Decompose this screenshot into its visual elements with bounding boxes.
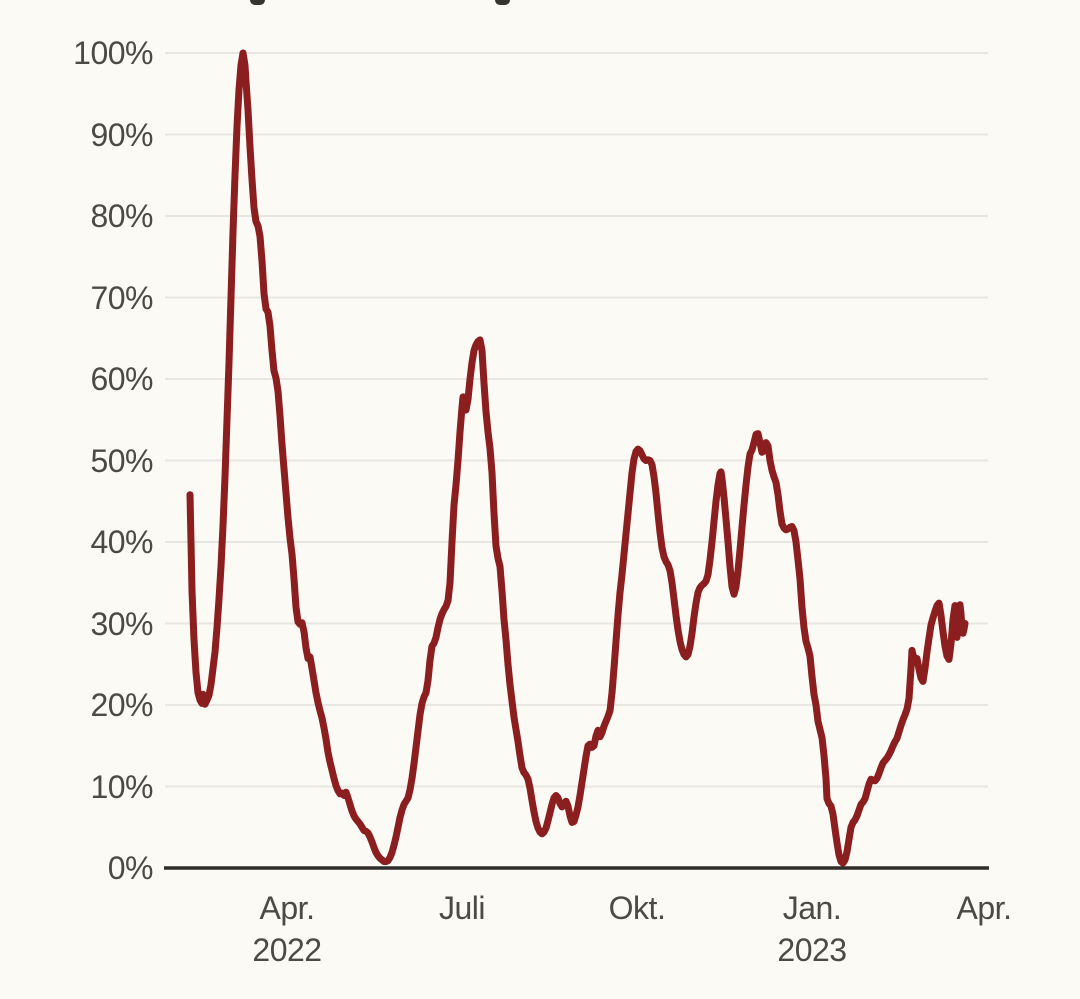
year-label: 2022 (252, 932, 322, 968)
x-axis-tick-label: Okt. (609, 888, 666, 928)
descender-fragment-2 (495, 0, 510, 5)
year-label: 2023 (777, 932, 847, 968)
y-axis-tick-label: 100% (73, 35, 153, 71)
month-label: Okt. (608, 890, 666, 926)
month-label: Apr. (956, 890, 1012, 926)
x-axis-tick-label: Juli (438, 888, 486, 928)
y-axis-tick-label: 70% (90, 279, 153, 316)
x-axis-tick-label: Jan. 2023 (777, 888, 847, 970)
data-series (186, 49, 969, 867)
y-axis-tick-label: 50% (90, 442, 153, 479)
y-axis-tick-label: 30% (90, 605, 153, 642)
descender-fragment-1 (250, 0, 265, 5)
y-axis-tick-label: 20% (90, 687, 153, 723)
gridlines (164, 52, 989, 870)
month-label: Apr. (259, 890, 315, 926)
y-axis-tick-label: 80% (90, 198, 153, 234)
x-axis-tick-label: Apr. 2022 (252, 888, 322, 970)
y-axis-tick-label: 40% (90, 524, 153, 560)
y-axis-tick-label: 60% (90, 361, 153, 397)
y-axis-tick-label: 90% (90, 116, 153, 153)
y-axis-tick-label: 10% (90, 768, 153, 805)
series-line-share-percent (186, 49, 969, 867)
x-axis-tick-label: Apr. (957, 888, 1012, 928)
y-axis-tick-label: 0% (107, 850, 154, 886)
month-label: Juli (438, 890, 486, 926)
month-label: Jan. (782, 890, 842, 926)
